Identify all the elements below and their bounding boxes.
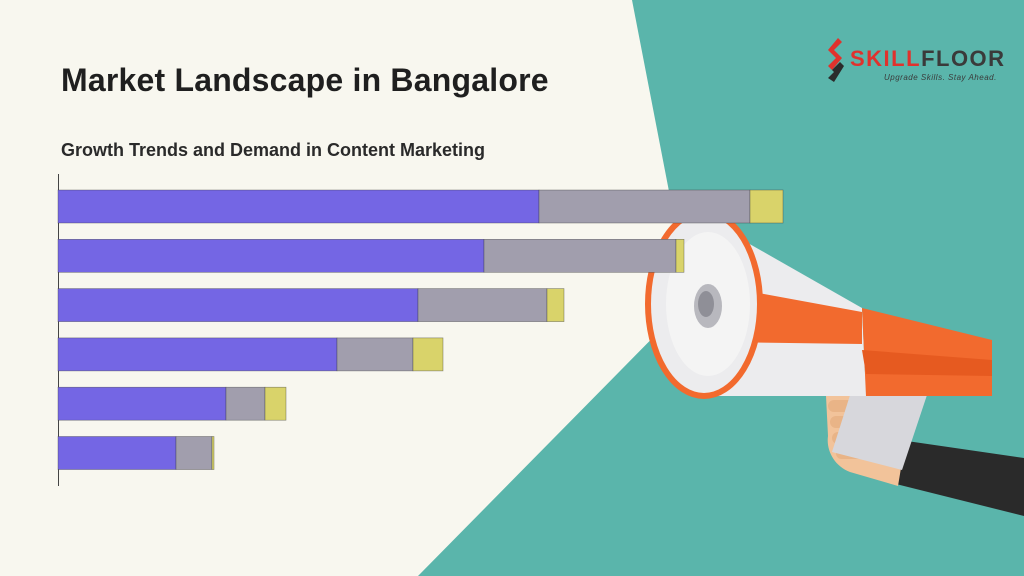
bar-row-2-series-3 <box>675 239 685 273</box>
megaphone-illustration <box>645 209 1024 516</box>
bar-row-5-series-1 <box>57 386 227 421</box>
bar-row-3-series-3 <box>546 288 565 322</box>
bar-row-6-series-1 <box>57 436 177 470</box>
bar-row-1-series-3 <box>749 189 784 224</box>
bar-row-3-series-1 <box>57 288 419 322</box>
logo-word-accent: SKILL <box>850 46 922 71</box>
logo-tagline: Upgrade Skills. Stay Ahead. <box>884 73 997 82</box>
page-subtitle: Growth Trends and Demand in Content Mark… <box>61 140 486 160</box>
bar-row-4-series-1 <box>57 337 338 372</box>
bar-row-6-series-2 <box>175 436 213 470</box>
skillfloor-logo: SKILLFLOOR Upgrade Skills. Stay Ahead. <box>822 36 1012 86</box>
bar-row-6-series-3 <box>211 436 215 470</box>
bar-row-3-series-2 <box>417 288 548 322</box>
bar-row-5-series-3 <box>264 386 287 421</box>
bar-row-5-series-2 <box>225 386 266 421</box>
bar-row-2-series-2 <box>483 239 677 273</box>
chart-bars <box>57 189 784 470</box>
bar-row-4-series-2 <box>336 337 414 372</box>
logo-word-rest: FLOOR <box>921 46 1006 71</box>
bar-row-1-series-2 <box>538 189 751 224</box>
bar-row-2-series-1 <box>57 239 485 273</box>
logo-wordmark: SKILLFLOOR <box>850 46 1006 72</box>
logo-mark-icon <box>828 38 844 82</box>
bar-row-1-series-1 <box>57 189 540 224</box>
bar-row-4-series-3 <box>412 337 444 372</box>
page-title: Market Landscape in Bangalore <box>61 62 549 98</box>
